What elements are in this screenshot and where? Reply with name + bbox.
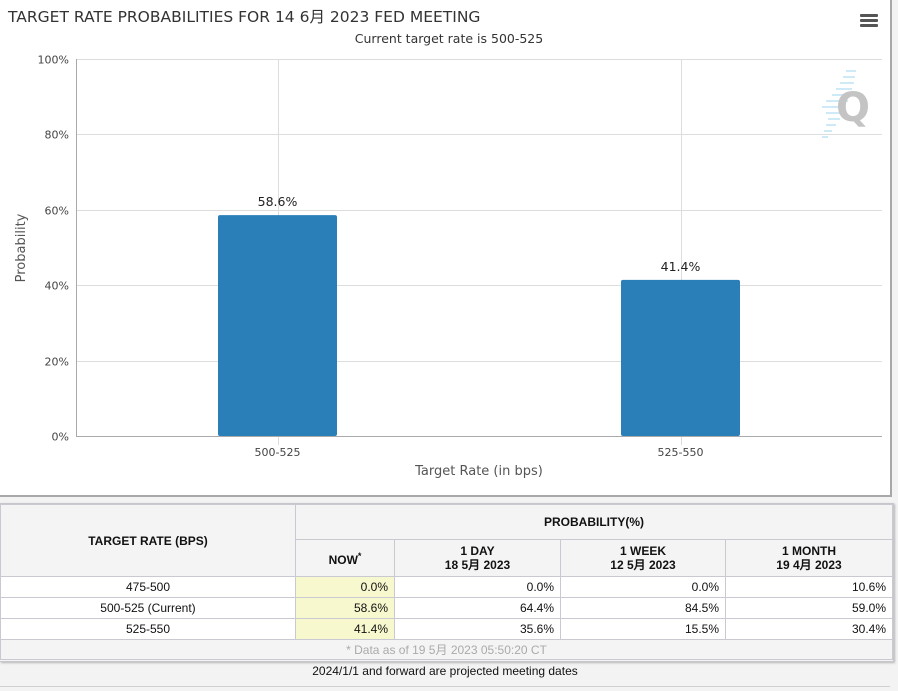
y-tick-label: 20%	[45, 356, 69, 369]
table-row: 525-550 41.4% 35.6% 15.5% 30.4%	[0, 618, 893, 640]
value-cell-1-week: 84.5%	[560, 597, 726, 619]
bar-data-label: 58.6%	[258, 194, 298, 209]
column-date: 19 4月 2023	[776, 558, 842, 572]
q-logo-icon: Q	[822, 70, 870, 138]
chart-panel: Q 0% 20% 40% 60% 80% 100% 58.6% 500-525 41.4% 525…	[0, 0, 892, 497]
table-row: 475-500 0.0% 0.0% 0.0% 10.6%	[0, 576, 893, 598]
y-tick-label: 0%	[52, 431, 69, 444]
column-label: 1 DAY	[460, 544, 495, 558]
column-label: 1 MONTH	[782, 544, 836, 558]
projected-dates-note: 2024/1/1 and forward are projected meeti…	[312, 664, 578, 678]
y-tick-label: 80%	[45, 129, 69, 142]
y-axis-title: Probability	[14, 213, 29, 282]
hamburger-menu-icon[interactable]	[860, 14, 878, 30]
value-cell-1-month: 10.6%	[725, 576, 893, 598]
column-header-1-day: 1 DAY 18 5月 2023	[394, 539, 561, 577]
y-tick-label: 40%	[45, 280, 69, 293]
svg-text:Q: Q	[836, 85, 870, 131]
chart-title: TARGET RATE PROBABILITIES FOR 14 6月 2023…	[8, 8, 481, 26]
chart-subtitle: Current target rate is 500-525	[354, 31, 544, 46]
bar-chart: Q 0% 20% 40% 60% 80% 100% 58.6% 500-525 41.4% 525…	[14, 54, 882, 479]
column-label: NOW	[328, 553, 358, 567]
table-row: 500-525 (Current) 58.6% 64.4% 84.5% 59.0…	[0, 597, 893, 619]
probability-table: TARGET RATE (BPS) PROBABILITY(%) NOW* 1 …	[0, 504, 893, 660]
x-axis-title: Target Rate (in bps)	[414, 464, 543, 479]
rate-cell: 500-525 (Current)	[0, 597, 296, 619]
value-cell-1-day: 35.6%	[394, 618, 561, 640]
value-cell-1-week: 15.5%	[560, 618, 726, 640]
bar-500-525[interactable]	[218, 215, 337, 436]
column-header-now: NOW*	[295, 539, 395, 577]
value-cell-now: 58.6%	[295, 597, 395, 619]
rate-cell: 475-500	[0, 576, 296, 598]
column-date: 18 5月 2023	[444, 558, 511, 572]
y-tick-label: 60%	[45, 205, 69, 218]
column-date: 12 5月 2023	[610, 558, 676, 572]
target-rate-header: TARGET RATE (BPS)	[0, 504, 296, 577]
value-cell-1-day: 64.4%	[394, 597, 561, 619]
y-tick-label: 100%	[38, 54, 69, 67]
value-cell-1-day: 0.0%	[394, 576, 561, 598]
column-label: 1 WEEK	[619, 544, 666, 558]
bar-525-550[interactable]	[621, 279, 740, 436]
divider	[0, 686, 890, 687]
probability-table-panel: TARGET RATE (BPS) PROBABILITY(%) NOW* 1 …	[0, 503, 894, 662]
data-timestamp-footnote: * Data as of 19 5月 2023 05:50:20 CT	[0, 639, 893, 660]
x-tick-label: 500-525	[255, 446, 301, 459]
x-tick-label: 525-550	[658, 446, 704, 459]
footnote-marker: *	[357, 551, 362, 561]
column-header-1-week: 1 WEEK 12 5月 2023	[560, 539, 726, 577]
value-cell-1-month: 30.4%	[725, 618, 893, 640]
value-cell-1-week: 0.0%	[560, 576, 726, 598]
value-cell-1-month: 59.0%	[725, 597, 893, 619]
probability-header: PROBABILITY(%)	[295, 504, 893, 540]
value-cell-now: 0.0%	[295, 576, 395, 598]
column-header-1-month: 1 MONTH 19 4月 2023	[725, 539, 893, 577]
bar-data-label: 41.4%	[661, 259, 701, 274]
rate-cell: 525-550	[0, 618, 296, 640]
value-cell-now: 41.4%	[295, 618, 395, 640]
